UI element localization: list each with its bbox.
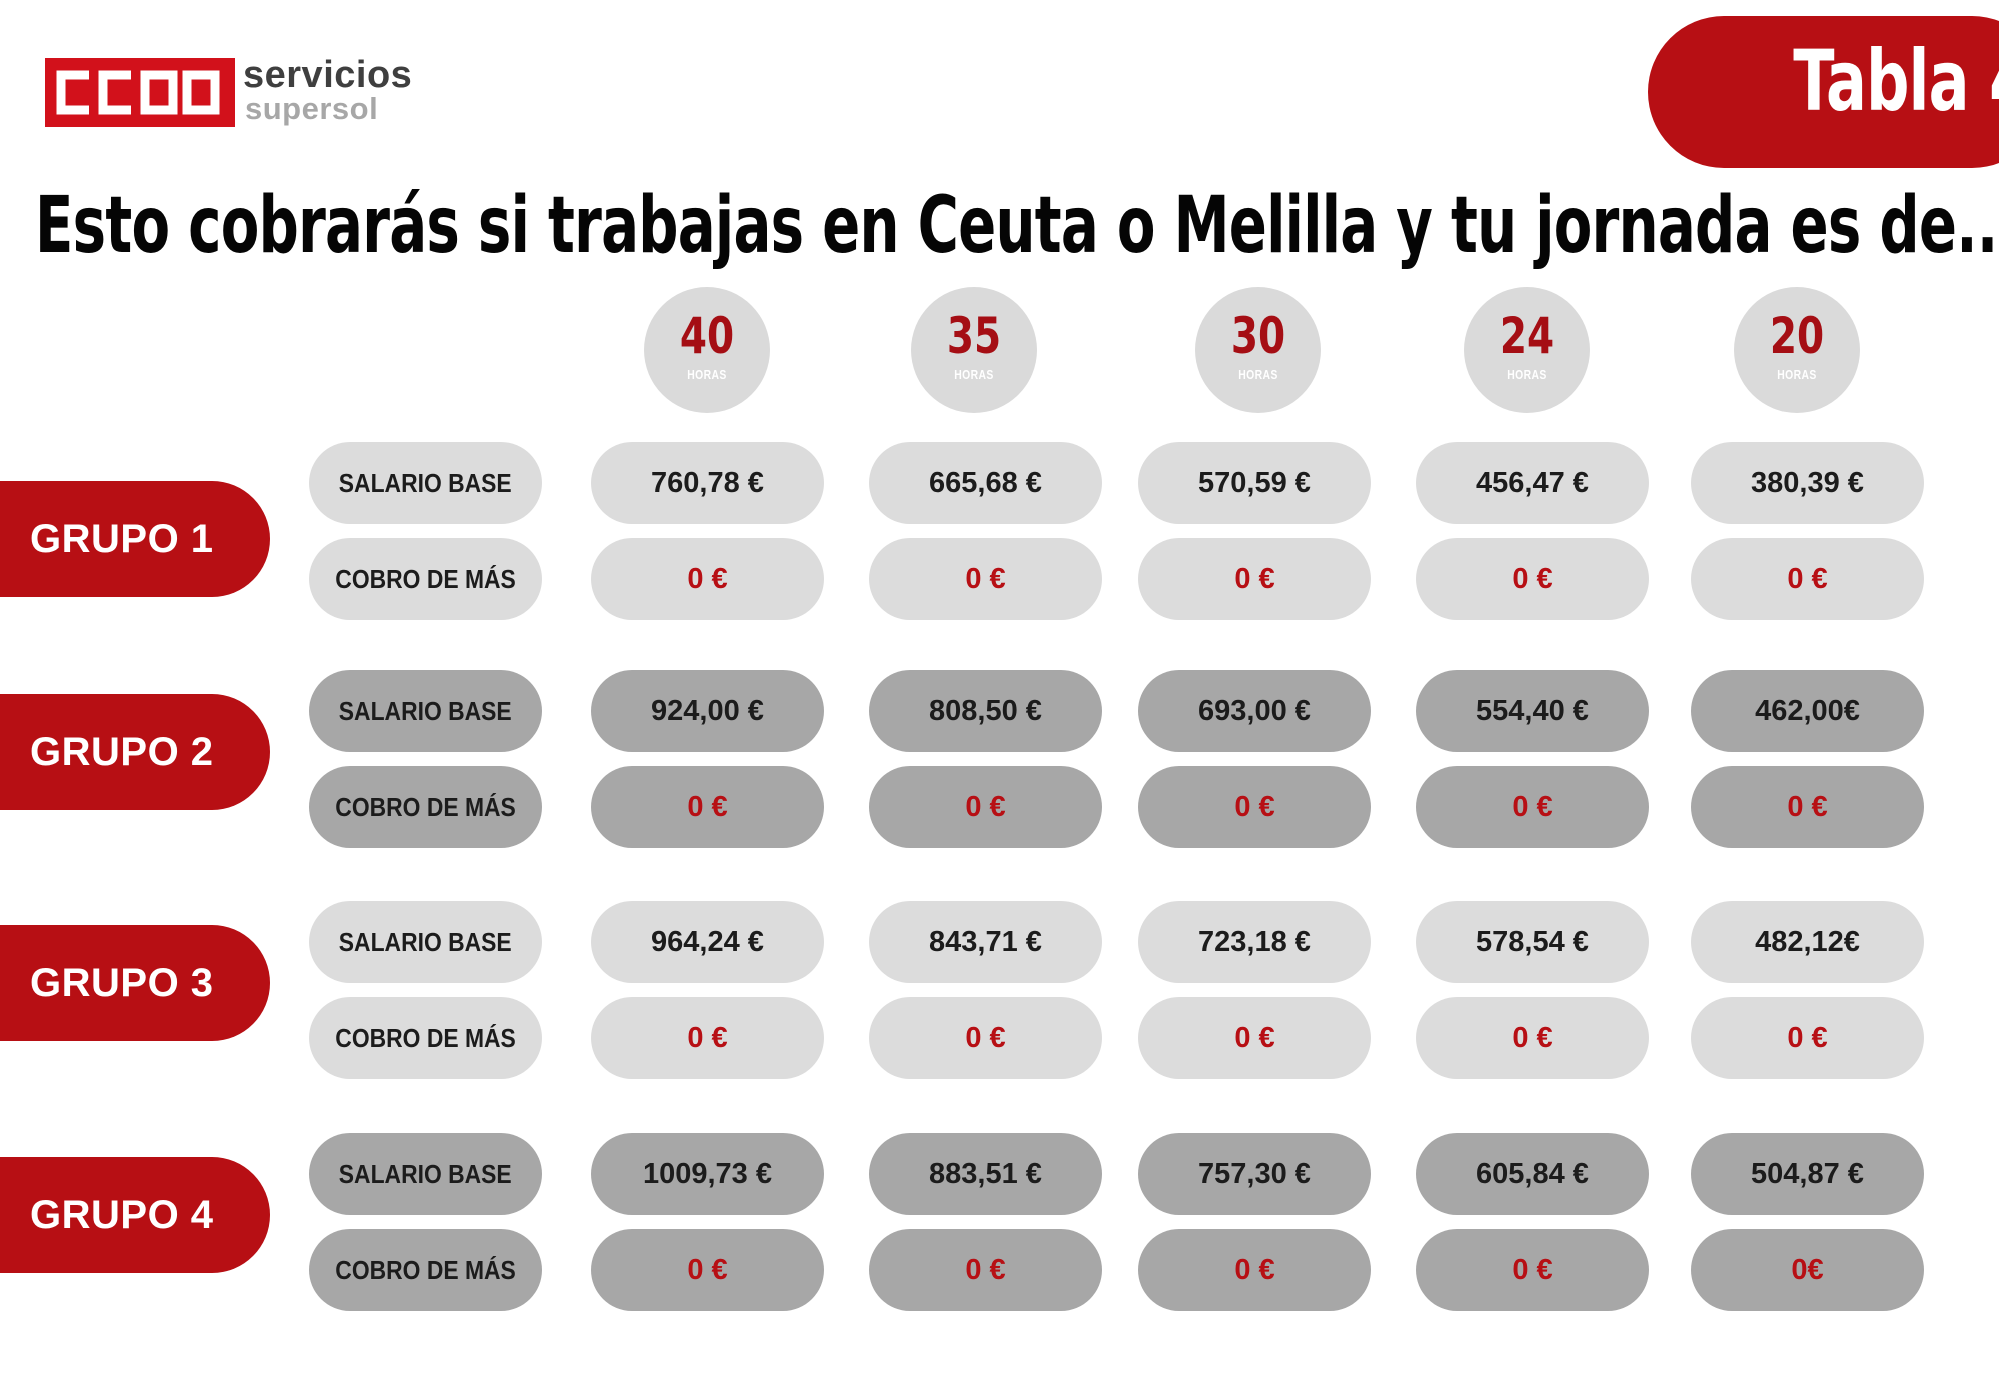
cobro-de-mas-label: COBRO DE MÁS [309,538,542,620]
cobro-de-mas-cell: 0 € [1138,1229,1371,1311]
salario-base-cell: 554,40 € [1416,670,1649,752]
salario-base-cell: 964,24 € [591,901,824,983]
group-1-tab: GRUPO 1 [0,481,270,597]
ccoo-logo-mark [45,58,235,127]
salario-base-cell: 1009,73 € [591,1133,824,1215]
cobro-de-mas-label: COBRO DE MÁS [309,997,542,1079]
salario-base-cell: 760,78 € [591,442,824,524]
cobro-de-mas-cell: 0 € [869,766,1102,848]
cobro-de-mas-cell: 0 € [1138,538,1371,620]
salario-base-cell: 380,39 € [1691,442,1924,524]
hours-circle-20: 20 HORAS [1734,287,1860,413]
cobro-de-mas-cell: 0 € [1416,997,1649,1079]
ccoo-logo: servicios supersol [45,54,435,130]
salario-base-cell: 578,54 € [1416,901,1649,983]
page-title: Esto cobrarás si trabajas en Ceuta o Mel… [35,181,1999,271]
hours-value: 30 [1230,307,1286,365]
group-4-tab: GRUPO 4 [0,1157,270,1273]
cobro-de-mas-cell: 0 € [1416,766,1649,848]
hours-unit: HORAS [1777,367,1817,382]
salario-base-label: SALARIO BASE [309,442,542,524]
cobro-de-mas-label: COBRO DE MÁS [309,1229,542,1311]
cobro-de-mas-cell: 0€ [1691,1229,1924,1311]
cobro-de-mas-cell: 0 € [869,538,1102,620]
salario-base-cell: 924,00 € [591,670,824,752]
hours-value: 20 [1769,307,1825,365]
salario-base-cell: 504,87 € [1691,1133,1924,1215]
hours-unit: HORAS [954,367,994,382]
salario-base-cell: 757,30 € [1138,1133,1371,1215]
salario-base-cell: 808,50 € [869,670,1102,752]
cobro-de-mas-cell: 0 € [1691,538,1924,620]
cobro-de-mas-label: COBRO DE MÁS [309,766,542,848]
hours-unit: HORAS [1238,367,1278,382]
group-3-tab: GRUPO 3 [0,925,270,1041]
salario-base-cell: 723,18 € [1138,901,1371,983]
brand-line-2: supersol [245,91,379,126]
hours-value: 24 [1499,307,1555,365]
cobro-de-mas-cell: 0 € [591,766,824,848]
salario-base-label: SALARIO BASE [309,1133,542,1215]
hours-unit: HORAS [687,367,727,382]
cobro-de-mas-cell: 0 € [1416,538,1649,620]
salario-base-cell: 462,00€ [1691,670,1924,752]
salario-base-cell: 570,59 € [1138,442,1371,524]
brand-line-1: servicios [243,54,413,96]
cobro-de-mas-cell: 0 € [869,1229,1102,1311]
salario-base-cell: 665,68 € [869,442,1102,524]
cobro-de-mas-cell: 0 € [591,997,824,1079]
cobro-de-mas-cell: 0 € [869,997,1102,1079]
group-2-tab: GRUPO 2 [0,694,270,810]
salario-base-label: SALARIO BASE [309,901,542,983]
salario-base-cell: 605,84 € [1416,1133,1649,1215]
cobro-de-mas-cell: 0 € [1691,997,1924,1079]
group-label: GRUPO 4 [30,1193,214,1237]
cobro-de-mas-cell: 0 € [591,1229,824,1311]
hours-unit: HORAS [1507,367,1547,382]
cobro-de-mas-cell: 0 € [1691,766,1924,848]
group-label: GRUPO 3 [30,961,214,1005]
hours-circle-40: 40 HORAS [644,287,770,413]
hours-circle-24: 24 HORAS [1464,287,1590,413]
salario-base-cell: 843,71 € [869,901,1102,983]
hours-value: 35 [946,307,1002,365]
table-number-tab: Tabla 4 [1648,16,1999,168]
hours-circle-30: 30 HORAS [1195,287,1321,413]
group-label: GRUPO 1 [30,517,214,561]
group-label: GRUPO 2 [30,730,214,774]
cobro-de-mas-cell: 0 € [1416,1229,1649,1311]
hours-circle-35: 35 HORAS [911,287,1037,413]
salario-base-cell: 482,12€ [1691,901,1924,983]
salario-base-label: SALARIO BASE [309,670,542,752]
cobro-de-mas-cell: 0 € [591,538,824,620]
salario-base-cell: 883,51 € [869,1133,1102,1215]
salario-base-cell: 456,47 € [1416,442,1649,524]
table-number-label: Tabla 4 [1792,32,1999,130]
cobro-de-mas-cell: 0 € [1138,997,1371,1079]
hours-value: 40 [679,307,735,365]
cobro-de-mas-cell: 0 € [1138,766,1371,848]
salario-base-cell: 693,00 € [1138,670,1371,752]
